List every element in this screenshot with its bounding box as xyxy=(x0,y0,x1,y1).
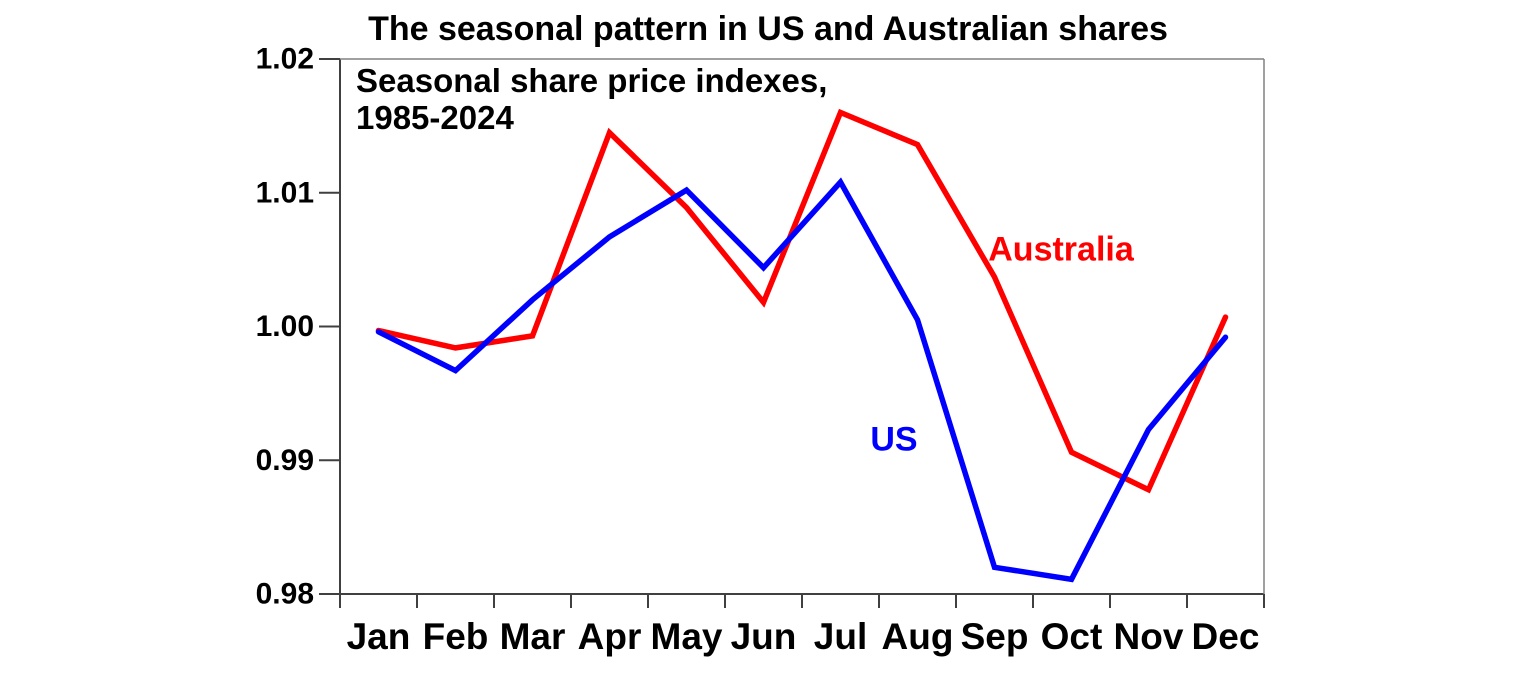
y-tick-label: 1.02 xyxy=(256,43,314,76)
x-tick-label: Aug xyxy=(882,616,954,657)
x-tick-label: Jun xyxy=(731,616,797,657)
x-tick-label: Jul xyxy=(814,616,867,657)
annotation-line-1: Seasonal share price indexes, xyxy=(356,62,828,99)
x-tick-label: Oct xyxy=(1041,616,1103,657)
y-tick-label: 0.98 xyxy=(256,578,314,611)
x-tick-label: Mar xyxy=(500,616,566,657)
x-tick-label: Feb xyxy=(423,616,489,657)
series-line-us xyxy=(375,177,1229,583)
series-label-us: US xyxy=(870,420,918,459)
data-series-lines xyxy=(375,108,1229,583)
x-tick-label: Nov xyxy=(1114,616,1184,657)
annotation-line-2: 1985-2024 xyxy=(356,99,514,136)
series-label-australia: Australia xyxy=(988,230,1134,269)
series-line-australia xyxy=(375,108,1229,494)
x-axis-ticks xyxy=(339,594,1265,608)
x-tick-label: Dec xyxy=(1192,616,1260,657)
x-axis-tick-labels: Jan Feb Mar Apr May Jun Jul Aug Sep Oct Nov Dec xyxy=(347,616,1260,657)
y-tick-label: 1.00 xyxy=(256,310,314,343)
y-axis-ticks xyxy=(319,58,340,595)
y-tick-label: 0.99 xyxy=(256,444,314,477)
x-tick-label: May xyxy=(651,616,723,657)
plot-spines xyxy=(339,58,1265,595)
x-tick-label: Sep xyxy=(961,616,1029,657)
chart-annotation: Seasonal share price indexes, 1985-2024 xyxy=(356,62,827,136)
chart-title: The seasonal pattern in US and Australia… xyxy=(368,10,1168,48)
y-tick-label: 1.01 xyxy=(256,176,314,209)
x-tick-label: Jan xyxy=(347,616,411,657)
y-axis-tick-labels: 1.02 1.01 1.00 0.99 0.98 xyxy=(256,43,314,611)
x-tick-label: Apr xyxy=(578,616,642,657)
